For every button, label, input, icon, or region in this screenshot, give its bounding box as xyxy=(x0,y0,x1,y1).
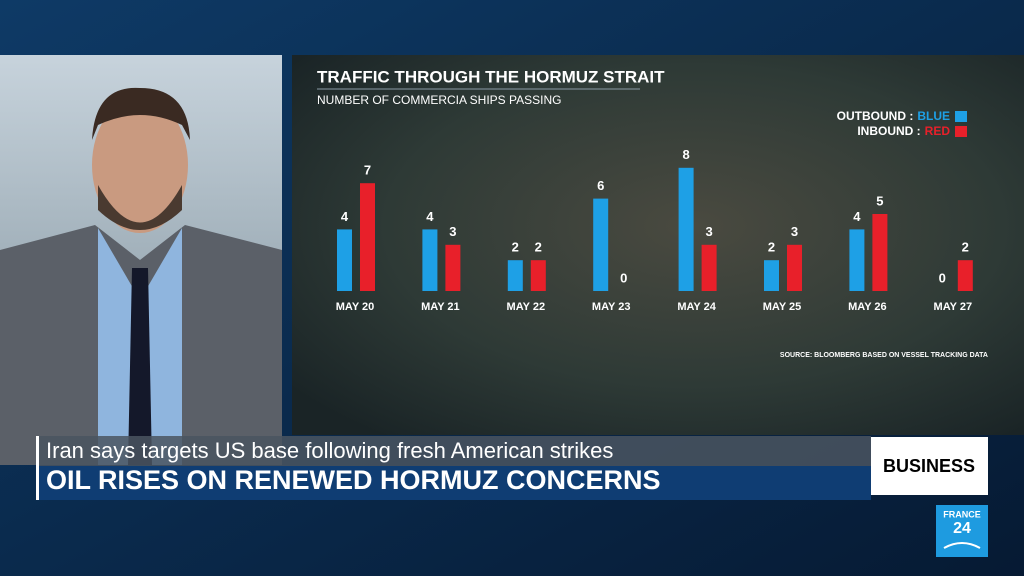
logo-line1: FRANCE xyxy=(943,509,981,519)
bar xyxy=(422,229,438,291)
bar xyxy=(957,260,973,291)
value-label: 7 xyxy=(364,163,371,178)
value-label: 3 xyxy=(449,224,456,239)
source: SOURCE: BLOOMBERG BASED ON VESSEL TRACKI… xyxy=(780,352,988,359)
headline-band xyxy=(36,436,871,466)
value-label: 2 xyxy=(535,240,542,255)
bar xyxy=(787,244,802,291)
value-label: 6 xyxy=(597,178,604,193)
chart: TRAFFIC THROUGH THE HORMUZ STRAIT NUMBER… xyxy=(317,67,988,359)
legend-entry: OUTBOUND : BLUE xyxy=(837,109,950,123)
bar xyxy=(678,167,694,291)
legend-color-label: BLUE xyxy=(917,109,950,123)
face xyxy=(92,97,188,233)
logo-line2: 24 xyxy=(953,520,971,537)
x-tick-label: MAY 20 xyxy=(336,301,375,313)
bar xyxy=(872,214,888,291)
legend-swatch xyxy=(955,111,967,122)
x-tick-label: MAY 26 xyxy=(848,301,887,313)
bar xyxy=(530,260,546,291)
legend-entry: INBOUND : RED xyxy=(857,124,950,138)
x-tick-label: MAY 22 xyxy=(507,301,546,313)
bar xyxy=(445,244,461,291)
value-label: 2 xyxy=(512,240,519,255)
value-label: 2 xyxy=(962,240,969,255)
value-label: 4 xyxy=(341,209,349,224)
value-label: 0 xyxy=(939,270,946,285)
chart-panel xyxy=(292,55,1024,435)
bar xyxy=(849,229,865,291)
value-label: 2 xyxy=(768,240,775,255)
ticker-accent xyxy=(36,436,39,500)
chart-subtitle: NUMBER OF COMMERCIA SHIPS PASSING xyxy=(317,93,561,107)
bar xyxy=(360,183,375,291)
chart-title: TRAFFIC THROUGH THE HORMUZ STRAIT xyxy=(317,67,665,86)
hair xyxy=(92,87,190,140)
banner-band xyxy=(36,466,871,500)
legend-label: OUTBOUND : xyxy=(837,109,914,123)
x-tick-label: MAY 24 xyxy=(677,301,716,313)
legend-swatch xyxy=(955,126,967,137)
banner: OIL RISES ON RENEWED HORMUZ CONCERNS xyxy=(46,465,661,495)
bar xyxy=(701,244,717,291)
x-tick-label: MAY 27 xyxy=(934,301,973,313)
value-label: 4 xyxy=(853,209,861,224)
bar xyxy=(764,260,779,291)
logo-mark xyxy=(943,542,981,549)
bar xyxy=(593,198,609,291)
beard xyxy=(98,185,182,230)
legend-color-label: RED xyxy=(925,124,951,138)
x-tick-label: MAY 23 xyxy=(592,301,631,313)
headline: Iran says targets US base following fres… xyxy=(46,438,613,463)
tie xyxy=(128,268,152,465)
value-label: 3 xyxy=(791,224,798,239)
value-label: 8 xyxy=(682,147,689,162)
bar xyxy=(507,260,523,291)
x-tick-label: MAY 25 xyxy=(763,301,802,313)
bar xyxy=(337,229,352,291)
section-box xyxy=(871,437,988,495)
value-label: 0 xyxy=(620,270,627,285)
section: BUSINESS xyxy=(883,456,975,476)
value-label: 4 xyxy=(426,209,434,224)
legend-label: INBOUND : xyxy=(857,124,920,138)
value-label: 3 xyxy=(705,224,712,239)
x-tick-label: MAY 21 xyxy=(421,301,460,313)
value-label: 5 xyxy=(876,193,883,208)
